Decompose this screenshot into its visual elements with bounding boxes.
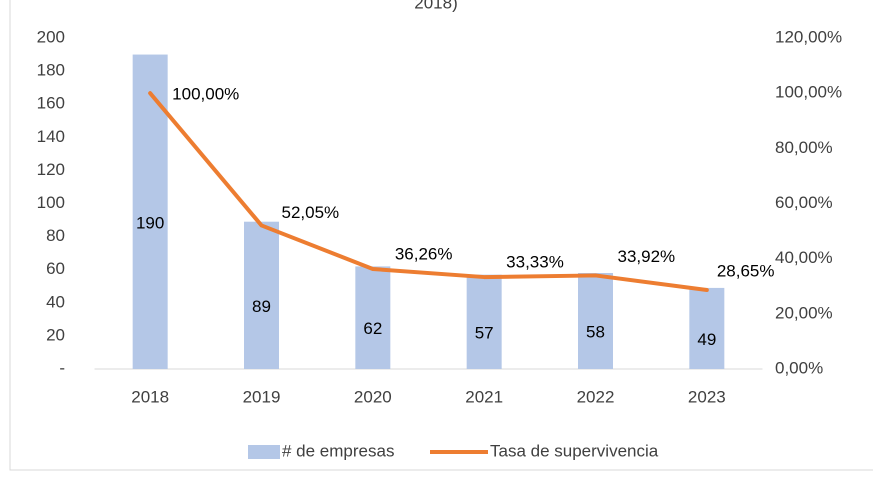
x-tick-label: 2022 [577, 387, 615, 406]
bar [355, 266, 391, 369]
chart-frame [9, 0, 873, 471]
y-tick-label: 100 [37, 193, 65, 212]
y-tick-label: 40 [46, 292, 65, 311]
legend-label: # de empresas [282, 441, 394, 460]
line-label: 36,26% [395, 244, 453, 263]
y2-tick-label: 0,00% [775, 358, 823, 377]
y2-tick-label: 20,00% [775, 303, 833, 322]
x-tick-label: 2020 [354, 387, 392, 406]
chart-title: 2018) [414, 0, 457, 12]
line-label: 100,00% [172, 85, 239, 104]
line-label: 28,65% [717, 261, 775, 280]
x-tick-label: 2019 [243, 387, 281, 406]
bar [578, 273, 613, 369]
y-tick-label: 180 [37, 61, 65, 80]
y-tick-label: 80 [46, 226, 65, 245]
bar-label: 58 [586, 322, 605, 341]
line-label: 33,92% [618, 247, 676, 266]
y-tick-label: - [59, 358, 65, 377]
bar [466, 274, 502, 369]
y2-tick-label: 60,00% [775, 193, 833, 212]
y2-tick-label: 120,00% [775, 27, 842, 46]
bar [132, 54, 168, 370]
line-label: 33,33% [506, 253, 564, 272]
y-tick-label: 20 [46, 325, 65, 344]
bar-label: 89 [252, 297, 271, 316]
y-tick-label: 120 [37, 160, 65, 179]
y2-tick-label: 40,00% [775, 248, 833, 267]
y2-tick-label: 100,00% [775, 83, 842, 102]
bar-label: 190 [136, 213, 164, 232]
bar-label: 57 [475, 323, 494, 342]
line [148, 91, 709, 292]
bar-label: 49 [697, 330, 716, 349]
bar-label: 62 [363, 319, 382, 338]
legend-label: Tasa de supervivencia [490, 441, 659, 460]
line-label: 52,05% [282, 203, 340, 222]
x-tick-label: 2023 [688, 387, 726, 406]
x-tick-label: 2021 [465, 387, 503, 406]
bar [244, 221, 279, 369]
y2-tick-label: 80,00% [775, 138, 833, 157]
y-tick-label: 160 [37, 94, 65, 113]
x-tick-label: 2018 [131, 387, 169, 406]
bar [689, 287, 725, 369]
y-tick-label: 60 [46, 259, 65, 278]
y-tick-label: 200 [37, 27, 65, 46]
y-tick-label: 140 [37, 127, 65, 146]
legend-swatch [248, 445, 280, 459]
